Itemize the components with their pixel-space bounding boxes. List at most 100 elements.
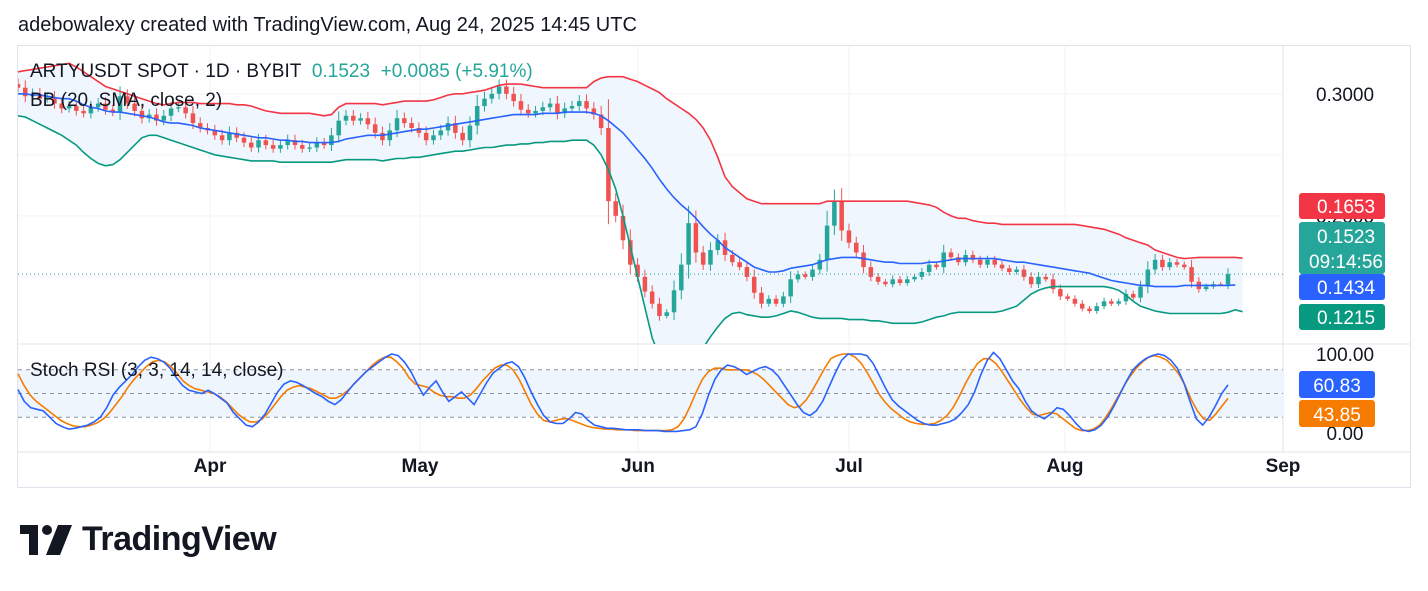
candle xyxy=(948,248,954,261)
candle-body xyxy=(504,86,509,94)
price-label-box xyxy=(1299,274,1385,300)
candle-body xyxy=(628,240,633,265)
candle xyxy=(460,126,465,146)
candle xyxy=(868,261,874,282)
candle-body xyxy=(1050,279,1056,290)
candle xyxy=(985,255,990,268)
candle-body xyxy=(1160,259,1165,268)
candle-body xyxy=(351,115,356,121)
candle-body xyxy=(919,271,925,277)
price-axis[interactable]: 0.30000.20000.16530.152309:14:560.14340.… xyxy=(1299,85,1385,445)
candle xyxy=(161,109,167,126)
candle-body xyxy=(905,279,910,283)
candle-body xyxy=(577,101,582,107)
bb-legend[interactable]: BB (20, SMA, close, 2) xyxy=(30,90,223,111)
candle-body xyxy=(1014,269,1019,272)
candle xyxy=(110,104,116,117)
price-label-box xyxy=(1299,304,1385,330)
candle xyxy=(1065,293,1070,302)
candle-body xyxy=(52,97,57,104)
candle-body xyxy=(460,132,465,141)
candle xyxy=(846,223,852,249)
candle-body xyxy=(66,106,72,109)
candle-body xyxy=(773,298,779,304)
candle-body xyxy=(125,96,130,104)
price-label-text: 0.1523 xyxy=(1317,227,1375,248)
candle xyxy=(1174,259,1180,268)
candle xyxy=(562,102,567,119)
candle-body xyxy=(562,108,567,114)
symbol-legend[interactable]: ARTYUSDT SPOT · 1D · BYBIT 0.1523 +0.008… xyxy=(30,61,533,83)
candle xyxy=(620,204,626,250)
month-label-Sep: Sep xyxy=(1266,456,1301,477)
candle-body xyxy=(1167,262,1172,268)
candle xyxy=(744,261,750,282)
candle-body xyxy=(59,103,64,109)
candle-body xyxy=(1174,262,1180,265)
candle xyxy=(970,250,976,264)
candle-body xyxy=(635,264,640,277)
candle-body xyxy=(1116,301,1121,304)
candle-body xyxy=(839,201,844,231)
candle xyxy=(525,104,531,118)
candle xyxy=(197,117,203,133)
candle-body xyxy=(23,87,28,97)
price-label-text: 0.1434 xyxy=(1317,278,1376,299)
candle xyxy=(802,271,808,280)
candle xyxy=(176,102,181,113)
candle xyxy=(577,95,582,111)
candle xyxy=(139,104,145,124)
stoch-legend[interactable]: Stoch RSI (3, 3, 14, 14, close) xyxy=(30,360,284,381)
tradingview-logo[interactable]: TradingView xyxy=(20,520,277,559)
candle xyxy=(853,236,859,258)
stoch-tick-label: 100.00 xyxy=(1316,345,1374,366)
candle-body xyxy=(934,264,939,268)
candle-body xyxy=(227,132,232,141)
candle xyxy=(912,273,917,282)
candle-body xyxy=(1152,259,1158,270)
candle-body xyxy=(1072,298,1078,304)
price-label-box xyxy=(1299,222,1385,274)
candle-body xyxy=(1021,269,1027,277)
candle xyxy=(1182,261,1187,270)
candle xyxy=(1043,273,1049,282)
candle-body xyxy=(802,274,808,277)
candle xyxy=(679,253,684,300)
candle-body xyxy=(183,107,188,114)
month-label-Aug: Aug xyxy=(1047,456,1084,477)
bollinger-band-fill xyxy=(18,63,1243,344)
candle-body xyxy=(197,123,203,128)
candle-body xyxy=(926,264,932,272)
candle-body xyxy=(730,254,735,263)
candle-body xyxy=(992,259,998,265)
candle-body xyxy=(1189,267,1194,282)
candle-body xyxy=(708,250,713,265)
candle-body xyxy=(270,145,276,149)
candle-body xyxy=(1138,286,1143,298)
candle xyxy=(474,94,480,135)
candle-body xyxy=(285,140,290,146)
month-label-May: May xyxy=(402,456,439,477)
candle xyxy=(715,234,721,255)
candle-body xyxy=(518,101,524,110)
candle-body xyxy=(788,279,793,297)
candle xyxy=(897,275,903,286)
candle xyxy=(810,264,815,281)
candle-body xyxy=(642,276,648,292)
bb-basis-line xyxy=(18,93,1236,288)
time-axis[interactable]: Apr May Jun Jul Aug Sep xyxy=(194,456,1301,477)
candle-body xyxy=(598,114,604,128)
candle xyxy=(44,92,50,103)
candle xyxy=(817,253,823,275)
candle-body xyxy=(139,110,145,119)
candle-body xyxy=(890,279,895,285)
candle xyxy=(737,258,742,271)
candle xyxy=(453,115,458,139)
candle-body xyxy=(1058,289,1063,297)
candle xyxy=(773,295,779,307)
price-label-0.1434: 0.1434 xyxy=(1299,274,1385,300)
symbol-label: ARTYUSDT SPOT · 1D · BYBIT xyxy=(30,61,302,82)
candle-body xyxy=(314,142,320,148)
candle xyxy=(270,140,276,153)
